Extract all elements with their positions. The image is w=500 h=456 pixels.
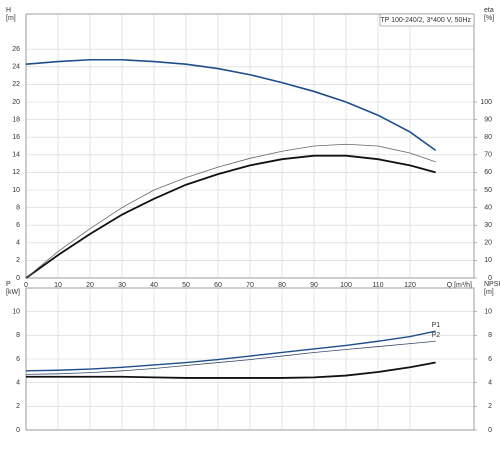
plot-frame — [25, 13, 475, 279]
y-tick-label: 22 — [12, 81, 20, 88]
y2-axis-label: [%] — [484, 15, 494, 22]
x-axis-label: Q [m³/h] — [447, 282, 472, 289]
curve-label: P1 — [432, 322, 441, 329]
x-tick-label: 0 — [24, 282, 28, 289]
x-tick-label: 70 — [246, 282, 254, 289]
x-tick-label: 40 — [150, 282, 158, 289]
x-tick-label: 10 — [54, 282, 62, 289]
x-tick-label: 80 — [278, 282, 286, 289]
x-tick-label: 120 — [404, 282, 416, 289]
y2-tick-label: 100 — [480, 99, 492, 106]
y-tick-label: 20 — [12, 99, 20, 106]
y2-tick-label: 10 — [484, 257, 492, 264]
y-tick-label: 16 — [12, 134, 20, 141]
curve-label: P2 — [432, 332, 441, 339]
x-tick-label: 100 — [340, 282, 352, 289]
y2-tick-label: 40 — [484, 204, 492, 211]
curve — [25, 58, 437, 152]
y-tick-label: 0 — [16, 275, 20, 282]
y-tick-label: 8 — [16, 332, 20, 339]
y2-tick-label: 80 — [484, 134, 492, 141]
y-tick-label: 10 — [12, 187, 20, 194]
curve — [26, 361, 436, 379]
x-tick-label: 60 — [214, 282, 222, 289]
x-tick-label: 30 — [118, 282, 126, 289]
y-tick-label: 10 — [12, 309, 20, 316]
y-tick-label: 0 — [16, 427, 20, 434]
plot-frame — [25, 287, 475, 431]
y2-tick-label: 2 — [488, 403, 492, 410]
curve — [25, 330, 436, 372]
y-tick-label: 6 — [16, 222, 20, 229]
y-tick-label: 2 — [16, 257, 20, 264]
y-tick-label: 18 — [12, 116, 20, 123]
y-tick-label: 26 — [12, 46, 20, 53]
y2-tick-label: 50 — [484, 187, 492, 194]
curve — [25, 340, 436, 375]
y-tick-label: 14 — [12, 152, 20, 159]
y2-tick-label: 20 — [484, 240, 492, 247]
curve — [25, 143, 436, 279]
y2-tick-label: 90 — [484, 116, 492, 123]
y2-tick-label: 10 — [484, 309, 492, 316]
y-tick-label: 12 — [12, 169, 20, 176]
x-tick-label: 110 — [372, 282, 383, 289]
y2-axis-label: eta — [484, 7, 494, 14]
y-tick-label: 4 — [16, 380, 20, 387]
y-axis-label: P — [6, 281, 11, 288]
y2-axis-label: [m] — [484, 289, 494, 296]
x-tick-label: 20 — [86, 282, 94, 289]
y-axis-label: H — [6, 7, 11, 14]
y-axis-label: [m] — [6, 15, 16, 22]
y2-tick-label: 8 — [488, 332, 492, 339]
y2-tick-label: 0 — [488, 275, 492, 282]
y-tick-label: 8 — [16, 204, 20, 211]
y-tick-label: 4 — [16, 240, 20, 247]
y2-axis-label: NPSH — [484, 281, 500, 288]
y2-tick-label: 4 — [488, 380, 492, 387]
y2-tick-label: 70 — [484, 152, 492, 159]
y2-tick-label: 30 — [484, 222, 492, 229]
x-tick-label: 50 — [182, 282, 190, 289]
y2-tick-label: 6 — [488, 356, 492, 363]
y-axis-label: [kW] — [6, 289, 20, 296]
curve — [25, 154, 436, 279]
x-tick-label: 90 — [310, 282, 318, 289]
y2-tick-label: 60 — [484, 169, 492, 176]
y-tick-label: 2 — [16, 403, 20, 410]
annotation: TP 100-240/2, 3*400 V, 50Hz — [380, 17, 471, 24]
y-tick-label: 24 — [12, 64, 20, 71]
annotation-box — [379, 13, 475, 27]
y2-tick-label: 0 — [488, 427, 492, 434]
y-tick-label: 6 — [16, 356, 20, 363]
